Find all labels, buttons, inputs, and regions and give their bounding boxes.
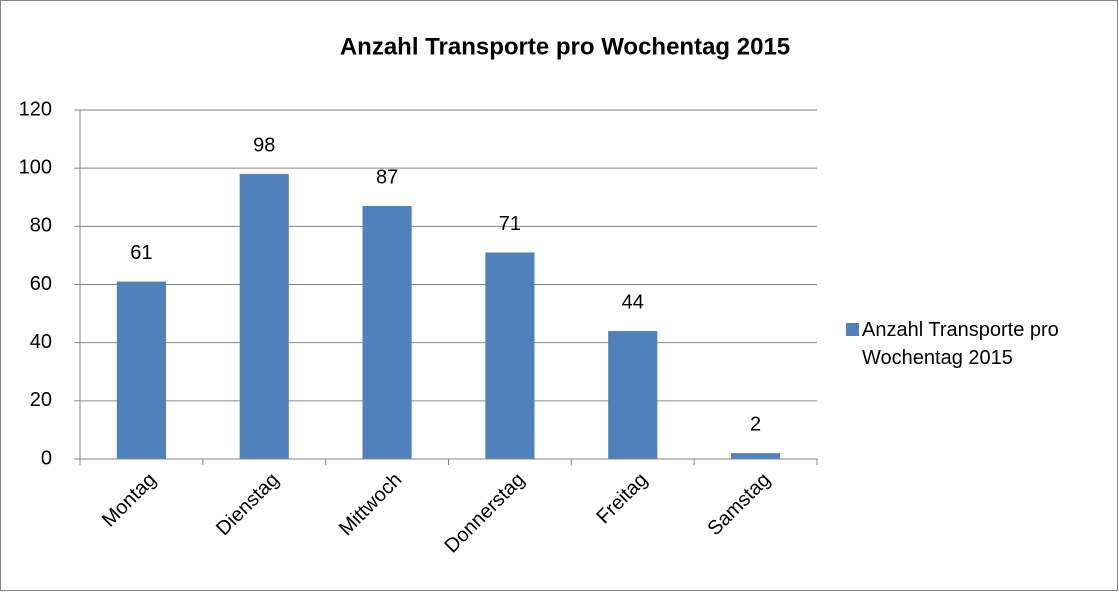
legend-swatch — [846, 323, 859, 336]
data-label: 44 — [622, 291, 644, 313]
bar — [239, 173, 289, 459]
y-tick-label: 60 — [30, 273, 52, 295]
y-tick-label: 0 — [41, 447, 52, 469]
y-tick-label: 20 — [30, 389, 52, 411]
data-label: 98 — [253, 134, 275, 156]
data-label: 71 — [499, 213, 521, 235]
y-tick-label: 120 — [19, 98, 52, 120]
bar — [362, 205, 412, 459]
chart-title: Anzahl Transporte pro Wochentag 2015 — [340, 33, 790, 60]
y-tick-label: 100 — [19, 156, 52, 178]
bar — [731, 453, 781, 459]
bar — [485, 252, 535, 459]
y-tick-label: 80 — [30, 215, 52, 237]
legend-label: Anzahl Transporte pro Wochentag 2015 — [862, 319, 1059, 369]
bar — [116, 281, 166, 459]
data-label: 2 — [750, 413, 761, 435]
bar — [608, 331, 658, 459]
data-label: 61 — [130, 242, 152, 264]
data-label: 87 — [376, 166, 398, 188]
y-tick-label: 40 — [30, 331, 52, 353]
